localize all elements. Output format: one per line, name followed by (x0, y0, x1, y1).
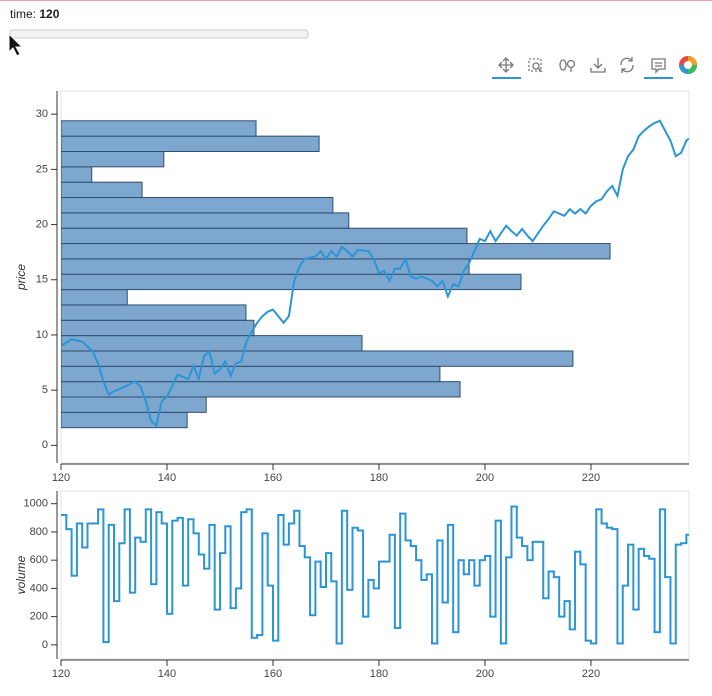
x-tick-label: 120 (52, 668, 70, 680)
y-tick-label: 400 (30, 582, 48, 594)
data-layer (61, 119, 689, 429)
bar (61, 350, 574, 367)
bar (61, 319, 255, 337)
y-tick-label: 20 (36, 218, 48, 230)
plot: 0 5 10 15 20 25 30 120 140 160 180 200 220 price (14, 90, 690, 484)
y-tick-label: 10 (36, 329, 48, 341)
plot: 0 200 400 600 800 1000 120 140 160 180 200 220 volum… (14, 490, 690, 680)
box-zoom-tool[interactable] (528, 58, 543, 73)
bar (61, 335, 363, 352)
bar (61, 166, 93, 183)
slider-value: 120 (39, 7, 60, 21)
bar (61, 365, 441, 383)
slider-track[interactable] (9, 29, 309, 39)
y-tick-label: 15 (36, 274, 48, 286)
x-tick-label: 180 (370, 668, 388, 680)
x-tick-label: 140 (158, 668, 176, 680)
hover-tool[interactable] (644, 58, 673, 79)
reset-tool[interactable] (620, 57, 634, 73)
slider-label: time: (10, 7, 37, 21)
bar (61, 150, 165, 168)
y-tick-label: 0 (42, 639, 48, 651)
wheel-zoom-tool[interactable] (559, 59, 576, 72)
bar (61, 181, 143, 199)
x-tick-label: 220 (582, 472, 600, 484)
y-tick-label: 0 (42, 439, 48, 451)
y-tick-label: 30 (36, 108, 48, 120)
bar (61, 197, 334, 214)
bar (61, 135, 320, 152)
save-tool[interactable] (590, 58, 606, 73)
x-tick-label: 200 (476, 472, 494, 484)
bokeh-logo[interactable] (679, 56, 697, 74)
y-tick-label: 800 (30, 526, 48, 538)
bar (61, 411, 188, 429)
plot-frame (60, 490, 690, 660)
bar (61, 396, 207, 413)
x-tick-label: 120 (52, 472, 70, 484)
price-line (61, 119, 689, 428)
y-tick-label: 600 (30, 554, 48, 566)
cursor (8, 32, 24, 57)
y-tick-label: 25 (36, 163, 48, 175)
y-axis-label: price (14, 264, 28, 291)
x-tick-label: 160 (264, 668, 282, 680)
y-tick-label: 200 (30, 611, 48, 623)
data-layer (61, 505, 689, 645)
bar (61, 212, 350, 229)
x-tick-label: 160 (264, 472, 282, 484)
bar (61, 304, 247, 321)
toolbar (492, 56, 697, 79)
y-axis-label: volume (14, 555, 28, 594)
x-tick-label: 140 (158, 472, 176, 484)
slider-title: time: 120 (10, 7, 59, 21)
bar (61, 227, 468, 245)
bar (61, 120, 257, 137)
y-tick-label: 5 (42, 384, 48, 396)
x-tick-label: 200 (476, 668, 494, 680)
x-tick-label: 220 (582, 668, 600, 680)
pan-tool[interactable] (492, 57, 521, 79)
bar (61, 289, 128, 306)
x-tick-label: 180 (370, 472, 388, 484)
y-tick-label: 1000 (24, 498, 48, 510)
